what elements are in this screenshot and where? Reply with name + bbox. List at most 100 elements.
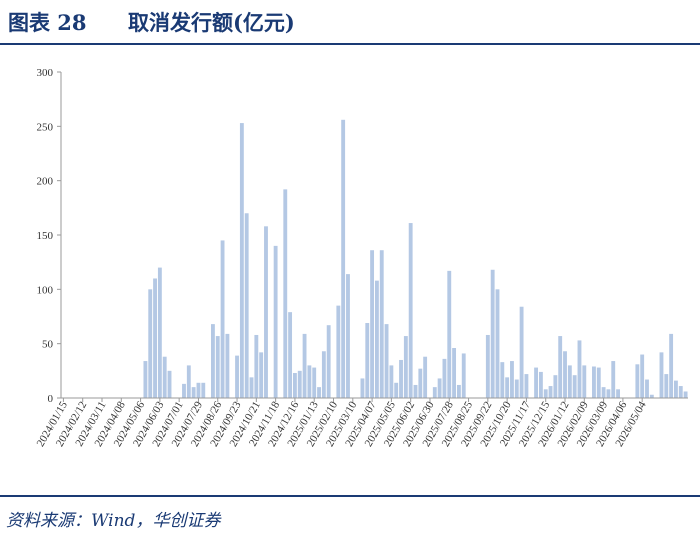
bar [225,333,230,398]
figure-title: 取消发行额(亿元) [128,10,295,35]
bar [143,361,148,398]
bar [211,324,215,398]
bar [601,387,606,398]
bar [461,353,466,398]
bar [432,387,437,398]
bar [495,289,500,398]
y-tick-label: 50 [42,339,54,351]
bar [379,250,384,398]
bar [307,365,312,398]
bar [596,367,601,398]
bar [157,267,162,398]
y-tick-label: 150 [37,230,54,242]
bar [153,278,157,398]
bar [606,389,611,398]
bar [538,371,543,398]
bar [514,379,519,398]
bar [447,270,452,398]
bar [418,368,423,398]
bar [572,375,577,398]
bar [186,365,191,398]
bar [341,119,346,398]
bar [365,323,370,398]
bar [259,352,264,398]
bar [456,384,461,398]
y-tick-label: 200 [37,176,54,188]
bar [162,356,167,398]
bar [403,336,408,398]
bar [567,365,572,398]
bar [408,223,413,398]
bar [543,389,548,398]
bar [394,382,399,398]
bar [563,351,567,398]
bar [273,245,278,398]
bar [524,374,529,398]
bar [678,386,683,398]
bar [442,358,447,398]
y-tick-label: 0 [48,393,54,405]
bar [196,382,201,398]
bar [220,240,225,398]
figure-header: 图表 28 取消发行额(亿元) [0,0,700,44]
bar [148,289,153,398]
y-tick-label: 100 [37,284,54,296]
bar [302,333,307,398]
bar [645,379,649,398]
bar [664,374,669,398]
bar [249,377,254,398]
bar [399,359,403,398]
bar [505,377,510,398]
bar [235,355,239,398]
bar [519,306,524,398]
bar [326,325,331,398]
bar [182,383,186,398]
bar [582,365,587,398]
bar [254,334,259,398]
bar [336,305,341,398]
bar [215,336,220,398]
bar [553,375,558,398]
bar [292,373,297,398]
bar [534,367,538,398]
bar [548,386,553,398]
bar-chart: 0501001502002503002024/01/152024/02/1220… [35,67,688,449]
bar [577,340,582,398]
bar [674,380,678,398]
figure-label: 图表 28 [8,10,87,35]
bar [288,312,293,398]
bar [616,389,620,398]
bar [191,387,196,398]
source-note: 资料来源：Wind，华创证券 [6,511,221,531]
bar [485,334,490,398]
bar [659,352,664,398]
y-tick-label: 250 [37,121,54,133]
bar [683,391,688,398]
bar [360,378,365,398]
bar [374,280,379,398]
bar [592,366,596,398]
bar [669,333,674,398]
bar [500,362,505,398]
header-divider [0,43,700,45]
bar [317,387,321,398]
bar [490,269,495,398]
bar [239,123,244,398]
bar [423,356,428,398]
bar [370,250,375,398]
chart-area: 0 50 100 150 200 250 300 2024/01/15 2024/02/12 20… [0,46,700,494]
bar [167,370,172,398]
bar [244,213,249,398]
bar [389,365,394,398]
bar [635,364,640,398]
bar [297,370,302,398]
bar [437,378,442,398]
bar [312,367,317,398]
bar [649,394,654,398]
bar [264,226,268,398]
bar [413,384,418,398]
bar [283,189,288,398]
bar [640,354,645,398]
bar [346,274,350,398]
bar [611,361,616,398]
